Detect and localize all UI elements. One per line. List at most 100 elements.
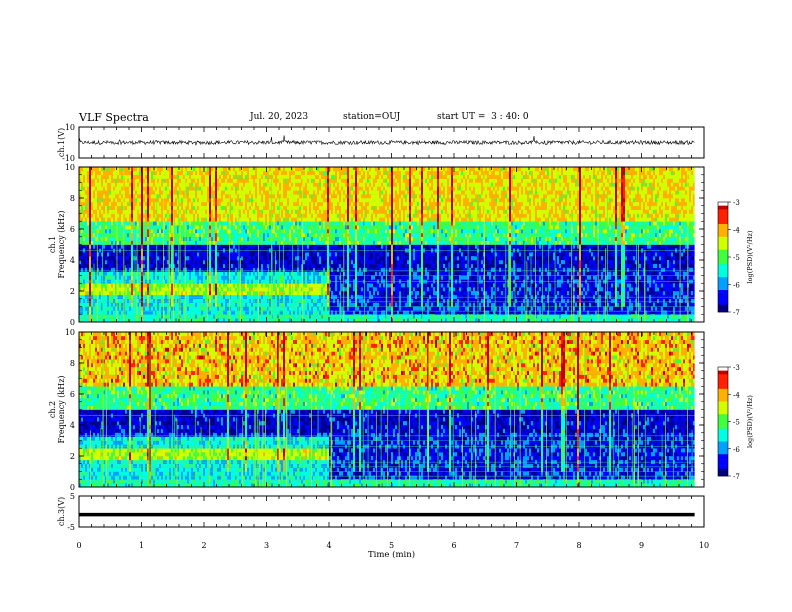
colorbar-tick-label: -7: [733, 309, 740, 317]
colorbar-cell: [718, 426, 728, 430]
colorbar-cell: [718, 297, 728, 300]
colorbar-cell: [718, 472, 728, 475]
colorbar-cell: [718, 394, 728, 397]
colorbar-cell: [718, 257, 728, 260]
colorbar-cell: [718, 209, 728, 212]
colorbar-cell: [718, 225, 728, 228]
y-tick-label: 2: [70, 452, 75, 461]
colorbar-cell: [718, 273, 728, 276]
colorbar-cell: [718, 295, 728, 298]
colorbar-tick-label: -7: [733, 473, 740, 481]
y-tick-label: 6: [70, 390, 75, 399]
y-tick-label: 2: [70, 287, 75, 296]
colorbar-cell: [718, 268, 728, 271]
date-label: Jul. 20, 2023: [250, 112, 308, 122]
colorbar-cell: [718, 255, 728, 258]
colorbar-cell: [718, 436, 728, 439]
panel-frame: [78, 126, 705, 159]
x-tick-label: 5: [389, 541, 394, 550]
colorbar-cell: [718, 242, 728, 245]
colorbar-cell: [718, 229, 728, 232]
colorbar-cell: [718, 457, 728, 460]
colorbar-cell: [718, 291, 728, 294]
colorbar-cell: [718, 470, 728, 473]
colorbar-cell: [718, 421, 728, 424]
colorbar-cell: [718, 465, 728, 468]
colorbar-cell: [718, 207, 728, 210]
colorbar-cell: [718, 249, 728, 252]
colorbar-cell: [718, 401, 728, 404]
colorbar-cell: [718, 299, 728, 302]
station-label: station=OUJ: [343, 112, 400, 122]
colorbar-cell: [718, 406, 728, 410]
colorbar-tick-label: -3: [733, 199, 740, 207]
x-tick-label: 0: [76, 541, 81, 550]
y-axis-label: ch.2: [48, 401, 57, 418]
colorbar-cell: [718, 368, 728, 371]
x-tick-label: 9: [639, 541, 644, 550]
y-tick-label: 10: [65, 163, 75, 172]
colorbar-cell: [718, 437, 728, 440]
y-tick-label: 4: [70, 256, 75, 265]
colorbar-cell: [718, 403, 728, 406]
colorbar-label: log(PSD)(V²/Hz): [746, 230, 754, 283]
colorbar-cell: [718, 284, 728, 287]
x-tick-label: 2: [201, 541, 206, 550]
colorbar-tick-label: -4: [733, 391, 740, 399]
colorbar-label: log(PSD)(V²/Hz): [746, 395, 754, 448]
colorbar-cell: [718, 367, 728, 370]
y-tick-label: 6: [70, 225, 75, 234]
colorbar-cell: [718, 224, 728, 227]
colorbar-tick-label: -3: [733, 364, 740, 372]
colorbar-cell: [718, 258, 728, 261]
colorbar-tick-label: -4: [733, 227, 740, 235]
colorbar-cell: [718, 386, 728, 390]
colorbar-cell: [718, 474, 728, 477]
colorbar-cell: [718, 388, 728, 391]
colorbar-cell: [718, 417, 728, 420]
y-axis-label: ch.1: [48, 236, 57, 253]
colorbar-cell: [718, 280, 728, 283]
y-axis-label: Frequency (kHz): [57, 375, 66, 443]
time-axis: 0 1 2 3 4 5 6 7 8 9 10 Time (min): [76, 541, 709, 560]
colorbar-cell: [718, 419, 728, 422]
colorbar-cell: [718, 379, 728, 382]
y-axis-label: ch.3(V): [57, 497, 66, 526]
colorbar-cell: [718, 466, 728, 470]
colorbar-cell: [718, 279, 728, 282]
colorbar-cell: [718, 405, 728, 408]
panel-frame: [78, 495, 705, 528]
y-tick-label: 0: [70, 318, 75, 327]
colorbar-cell: [718, 454, 728, 457]
y-axis-label: ch.1(V): [57, 128, 66, 157]
colorbar-cell: [718, 459, 728, 462]
x-tick-label: 10: [699, 541, 709, 550]
colorbar-cell: [718, 202, 728, 205]
colorbar-cell: [718, 260, 728, 263]
colorbar-tick-label: -5: [733, 254, 740, 262]
y-tick-label: -5: [67, 523, 75, 532]
colorbar-cell: [718, 468, 728, 471]
ch1-colorbar: -3 -4 -5 -6 -7 log(PSD)(V²/Hz): [717, 199, 754, 317]
ch1-trace: [78, 135, 695, 146]
colorbar-cell: [718, 396, 728, 399]
colorbar-cell: [718, 412, 728, 415]
y-tick-label: 5: [70, 492, 75, 501]
colorbar-cell: [718, 308, 728, 311]
colorbar-cell: [718, 452, 728, 455]
colorbar-cell: [718, 385, 728, 388]
colorbar-cell: [718, 205, 728, 208]
colorbar-cell: [718, 410, 728, 413]
colorbar-cell: [718, 216, 728, 219]
colorbar-cell: [718, 301, 728, 304]
colorbar-cell: [718, 399, 728, 402]
colorbar-cell: [718, 445, 728, 448]
colorbar-cell: [718, 430, 728, 433]
colorbar-cell: [718, 450, 728, 453]
colorbar-cell: [718, 383, 728, 386]
ch3-waveform-panel: 5 -5ch.3(V): [57, 492, 705, 532]
colorbar-cell: [718, 293, 728, 296]
colorbar-cell: [718, 220, 728, 223]
